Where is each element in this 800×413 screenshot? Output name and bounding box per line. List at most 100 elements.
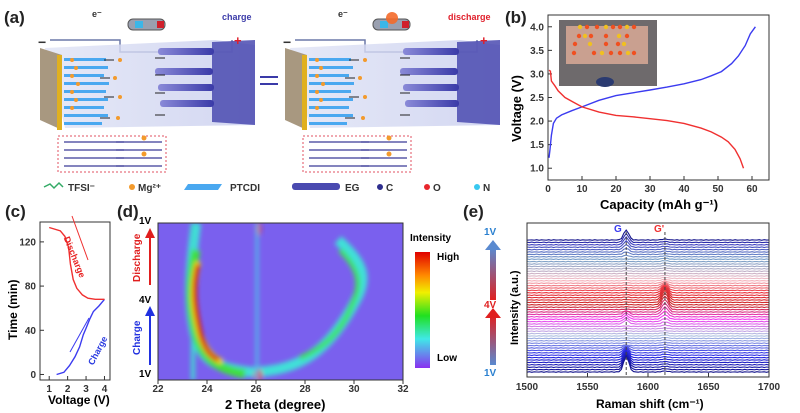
c-xtick-label: 1 (46, 384, 52, 395)
e-ylabel: Intensity (a.u.) (509, 270, 521, 345)
eg-icon (292, 183, 340, 190)
raman-spectrum (527, 324, 769, 328)
raman-spectrum (527, 281, 769, 287)
d-xtick-label: 22 (152, 384, 164, 395)
raman-spectrum (527, 272, 769, 275)
raman-spectrum (527, 279, 769, 285)
led-dot (603, 33, 609, 39)
led-dot (594, 24, 600, 30)
b-xlabel: Capacity (mAh g⁻¹) (600, 197, 719, 212)
d-xtick-label: 30 (348, 384, 360, 395)
raman-spectrum (527, 282, 769, 289)
raman-spectrum (527, 278, 769, 282)
b-ytick-label: 4.0 (530, 22, 544, 33)
led-dot (615, 41, 621, 47)
raman-spectrum (527, 341, 769, 345)
raman-spectrum (527, 266, 769, 270)
c-xtick-label: 4 (102, 384, 108, 395)
d-label-1v-top: 1V (139, 216, 152, 227)
charge-cell (40, 18, 255, 173)
plus-sign-left: + (234, 33, 242, 48)
panel-label-d: (d) (117, 202, 139, 221)
raman-spectrum (527, 343, 769, 347)
legend-n: N (483, 183, 490, 194)
ptcdi-layers (64, 58, 109, 125)
raman-spectrum (527, 339, 769, 342)
nitrogen-icon (474, 184, 480, 190)
raman-spectrum (527, 285, 769, 297)
legend-o: O (433, 183, 441, 194)
c-ytick-label: 40 (25, 326, 37, 337)
raman-spectrum (527, 346, 769, 354)
discharge-arrow-icon (145, 228, 155, 285)
colorbar-title: Intensity (410, 233, 452, 244)
raman-spectrum (527, 289, 769, 304)
b-xtick-label: 30 (644, 184, 656, 195)
led-dot (571, 50, 577, 56)
raman-spectrum (527, 287, 769, 301)
electron-label-left: e⁻ (92, 9, 102, 19)
d-charge-label: Charge (132, 320, 143, 355)
battery-terminal-neg (135, 21, 143, 28)
raman-spectrum (527, 343, 769, 349)
electron-label-right: e⁻ (338, 9, 348, 19)
d-label-4v: 4V (139, 295, 152, 306)
b-charge-curve (548, 26, 756, 158)
led-bulb-icon (386, 12, 398, 24)
led-dot (625, 50, 631, 56)
led-dot (582, 33, 588, 39)
anode-plate (40, 48, 62, 130)
anode-collector (57, 55, 62, 130)
legend-c: C (386, 183, 393, 194)
raman-spectrum (527, 352, 769, 369)
b-xtick-label: 0 (545, 184, 551, 195)
minus-sign-right: − (283, 34, 291, 50)
legend-ptcdi: PTCDI (230, 183, 260, 194)
d-xtick-label: 32 (397, 384, 409, 395)
tfsi-icon (43, 181, 64, 190)
ptcdi-icon (184, 184, 222, 190)
b-xtick-label: 60 (746, 184, 758, 195)
led-dot (588, 33, 594, 39)
raman-spectrum (527, 316, 769, 323)
heatmap (158, 223, 403, 380)
led-dot (577, 24, 583, 30)
c-ytick-label: 80 (25, 282, 37, 293)
raman-spectrum (527, 302, 769, 313)
raman-spectrum (527, 251, 769, 256)
raman-spectrum (527, 269, 769, 273)
raman-spectrum (527, 285, 769, 299)
raman-spectrum (527, 283, 769, 292)
led-dot (576, 33, 582, 39)
b-xtick-label: 50 (712, 184, 724, 195)
e-xtick-label: 1550 (576, 382, 599, 393)
e-xtick-label: 1650 (697, 382, 720, 393)
led-dot (631, 50, 637, 56)
e-label-1v-bottom: 1V (484, 368, 497, 379)
discharge-label: discharge (448, 12, 491, 22)
c-xtick-label: 2 (65, 384, 71, 395)
b-ytick-label: 1.0 (530, 164, 544, 175)
cathode-plate (212, 40, 255, 125)
battery-schematic: e⁻ charge − + e⁻ discharge − + TFSI⁻ Mg²… (38, 9, 500, 194)
led-dot (616, 33, 622, 39)
b-ytick-label: 1.5 (530, 140, 544, 151)
raman-spectrum (527, 254, 769, 258)
b-xtick-label: 40 (678, 184, 690, 195)
c-discharge-curve (49, 226, 105, 300)
raman-spectrum (527, 243, 769, 251)
voltage-arrow-down-icon (485, 308, 501, 365)
colorbar (415, 252, 430, 368)
raman-spectrum (527, 334, 769, 337)
led-dot (603, 24, 609, 30)
b-xtick-label: 10 (576, 184, 588, 195)
c-ytick-label: 0 (30, 370, 36, 381)
raman-spectrum (527, 295, 769, 309)
oxygen-icon (424, 184, 430, 190)
raman-spectrum (527, 298, 769, 311)
raman-spectrum (527, 262, 769, 265)
led-dot (608, 50, 614, 56)
d-discharge-label: Discharge (132, 233, 143, 282)
b-xtick-label: 20 (610, 184, 622, 195)
raman-spectrum (527, 314, 769, 321)
